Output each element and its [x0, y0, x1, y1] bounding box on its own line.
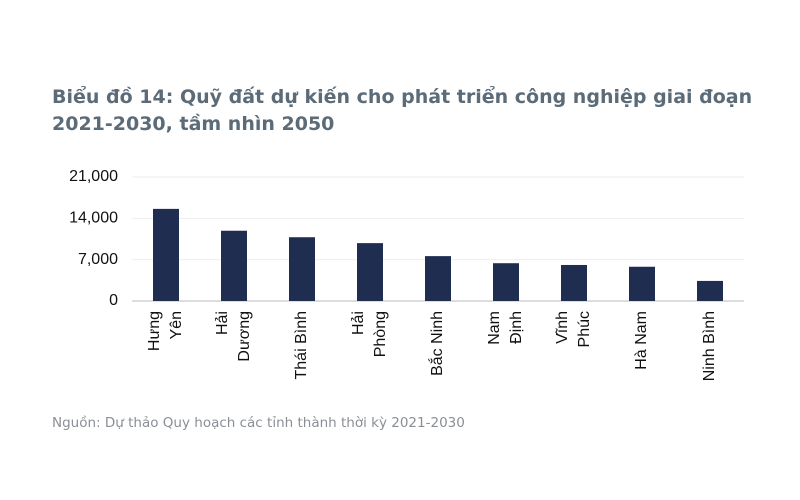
x-tick-label: Ninh Bình: [701, 311, 718, 381]
x-tick-label: Định: [508, 311, 525, 344]
source-note: Nguồn: Dự thảo Quy hoạch các tỉnh thành …: [52, 415, 465, 431]
bar: [425, 256, 451, 301]
bar: [357, 243, 383, 301]
bar: [493, 263, 519, 301]
x-tick-label: Hải: [350, 311, 367, 335]
y-tick-label: 21,000: [69, 168, 118, 185]
chart-title: Biểu đồ 14: Quỹ đất dự kiến cho phát tri…: [52, 86, 753, 135]
x-tick-label: Phúc: [576, 311, 593, 347]
x-tick-label: Phòng: [372, 311, 389, 357]
x-tick-label: Nam: [486, 311, 503, 345]
y-tick-label: 7,000: [78, 251, 118, 268]
bar: [697, 280, 723, 301]
x-tick-label: Bắc Ninh: [427, 311, 446, 376]
x-tick-label: Yên: [168, 311, 185, 339]
x-tick-label: Hải: [214, 311, 231, 335]
y-tick-label: 14,000: [69, 210, 118, 227]
bar: [561, 264, 587, 301]
bar: [629, 266, 655, 301]
x-tick-label: Dương: [236, 311, 253, 362]
x-tick-label: Thái Bình: [293, 311, 310, 379]
x-tick-label: Hà Nam: [633, 311, 650, 370]
x-tick-label: Vĩnh: [554, 311, 571, 344]
y-tick-label: 0: [109, 292, 118, 309]
x-tick-label: Hưng: [146, 311, 163, 351]
bar: [221, 230, 247, 301]
bar: [153, 208, 179, 301]
bar: [289, 237, 315, 301]
